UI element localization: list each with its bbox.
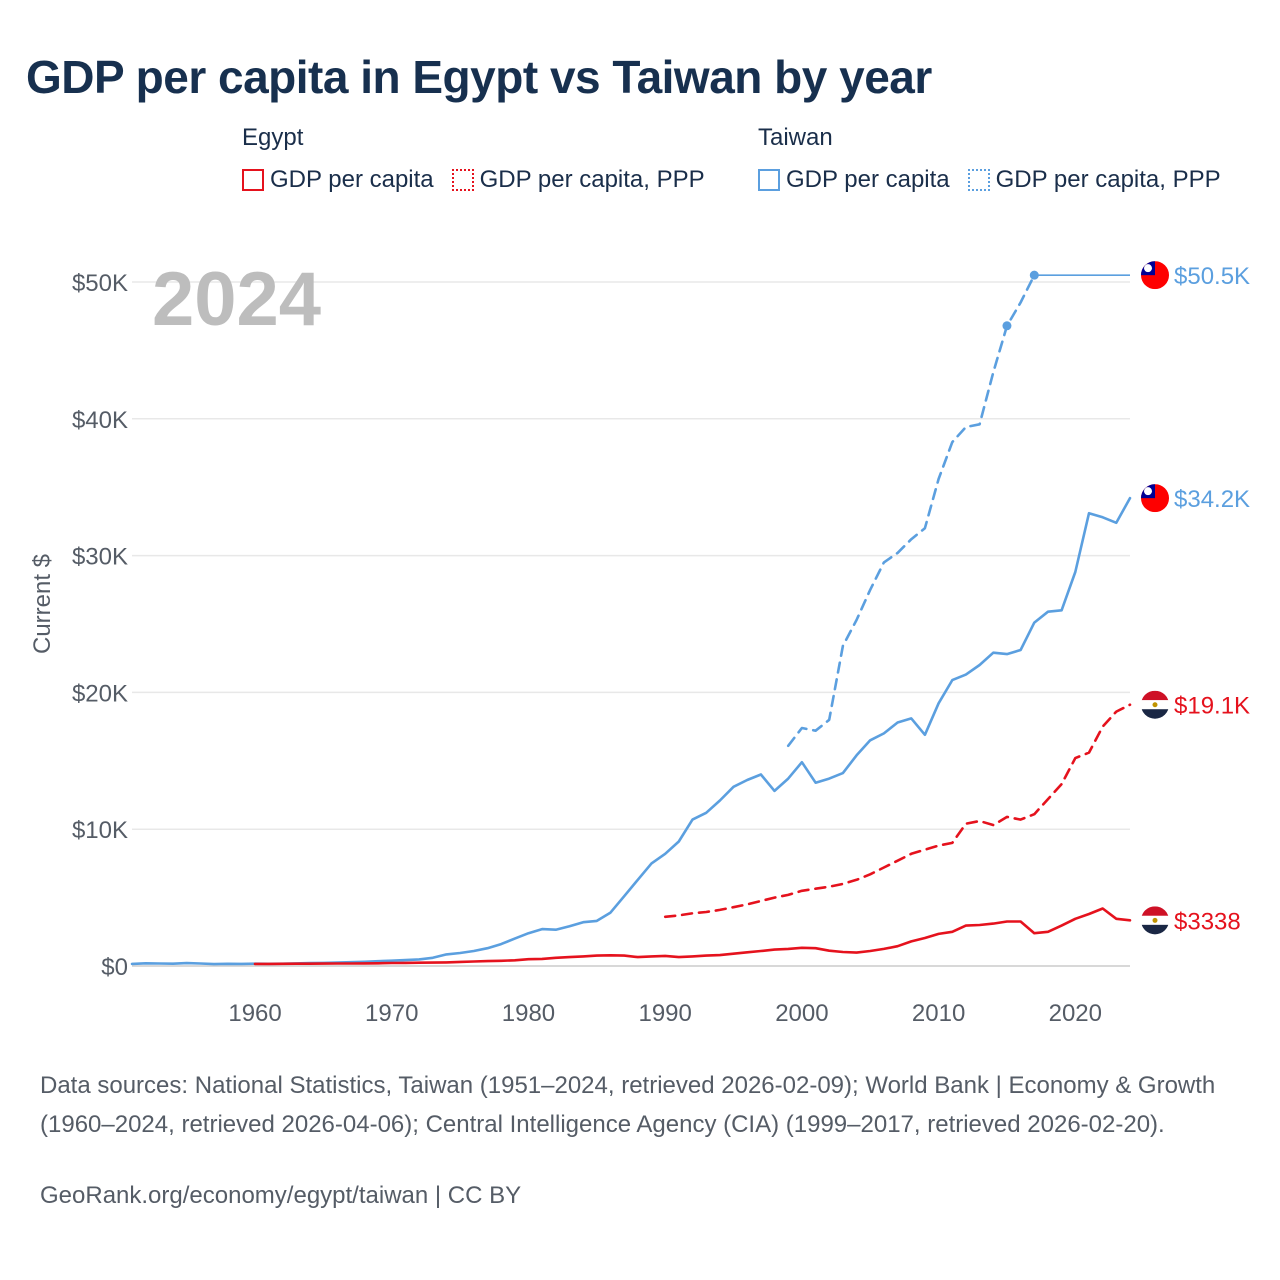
year-label: 2024: [152, 257, 321, 342]
x-tick-label: 1960: [228, 1000, 281, 1027]
x-tick-label: 2000: [775, 1000, 828, 1027]
egypt-flag-icon: [1141, 906, 1169, 935]
legend-taiwan: Taiwan GDP per capita GDP per capita, PP…: [758, 124, 1221, 194]
series-line-0: [130, 496, 1132, 966]
x-tick-label: 1980: [502, 1000, 555, 1027]
series-end-label: $50.5K: [1174, 263, 1250, 290]
series-line-3: [663, 703, 1132, 919]
y-tick-label: $50K: [72, 270, 128, 297]
data-sources: Data sources: National Statistics, Taiwa…: [40, 1072, 1216, 1138]
y-tick-label: $20K: [72, 680, 128, 707]
legend-taiwan-ppp-label: GDP per capita, PPP: [995, 166, 1221, 193]
legend-egypt-ppp[interactable]: GDP per capita, PPP: [451, 166, 705, 194]
x-tick-label: 2020: [1049, 1000, 1102, 1027]
credit-line[interactable]: GeoRank.org/economy/egypt/taiwan | CC BY: [40, 1182, 522, 1209]
legend-swatch-dotted: [451, 169, 474, 191]
legend-taiwan-gdp[interactable]: GDP per capita: [758, 166, 950, 194]
taiwan-flag-icon: [1141, 261, 1169, 290]
legend-taiwan-name: Taiwan: [758, 124, 833, 151]
legend-egypt: Egypt GDP per capita GDP per capita, PPP: [242, 124, 705, 194]
legend-swatch-dotted: [967, 169, 990, 191]
legend-egypt-gdp[interactable]: GDP per capita: [242, 166, 434, 194]
legend-swatch-solid: [242, 169, 264, 191]
series-end-label: $19.1K: [1174, 693, 1250, 720]
legend-egypt-name: Egypt: [242, 124, 304, 151]
legend-taiwan-gdp-label: GDP per capita: [786, 166, 950, 193]
legend-swatch-solid: [758, 169, 780, 191]
legend-egypt-gdp-label: GDP per capita: [270, 166, 434, 193]
taiwan-flag-icon: [1141, 484, 1169, 513]
y-tick-label: $0: [101, 954, 128, 981]
series-end-label: $3338: [1174, 908, 1241, 935]
chart-title: GDP per capita in Egypt vs Taiwan by yea…: [26, 51, 932, 103]
y-tick-label: $40K: [72, 407, 128, 434]
y-tick-label: $30K: [72, 544, 128, 571]
legend-taiwan-ppp[interactable]: GDP per capita, PPP: [967, 166, 1221, 194]
series-marker: [1002, 321, 1012, 331]
legend-egypt-ppp-label: GDP per capita, PPP: [479, 166, 705, 193]
y-axis-label: Current $: [29, 554, 56, 654]
series-line-1: [786, 273, 1036, 748]
x-tick-label: 1970: [365, 1000, 418, 1027]
x-tick-label: 2010: [912, 1000, 965, 1027]
series-marker: [1029, 270, 1039, 280]
y-tick-label: $10K: [72, 817, 128, 844]
series-end-label: $34.2K: [1174, 486, 1250, 513]
egypt-flag-icon: [1141, 690, 1169, 719]
x-tick-label: 1990: [638, 1000, 691, 1027]
series-line-2: [253, 907, 1132, 966]
